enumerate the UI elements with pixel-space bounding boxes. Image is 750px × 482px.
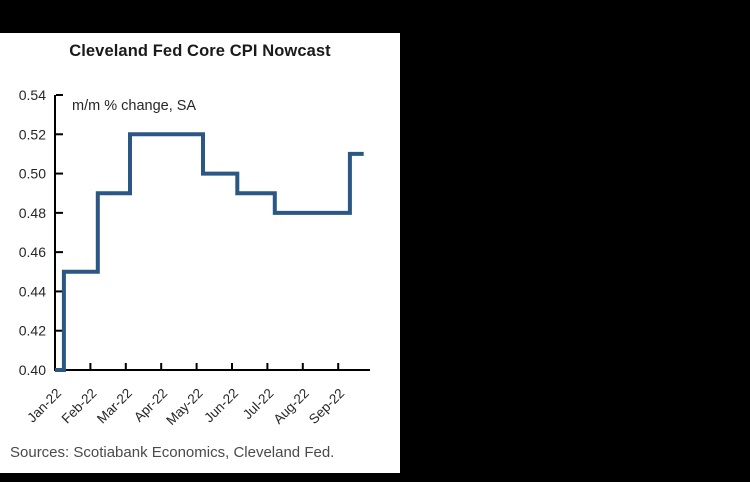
y-axis-tick-label: 0.46 xyxy=(19,244,46,260)
x-axis-tick-label: Sep-22 xyxy=(306,386,347,427)
chart-title: Cleveland Fed Core CPI Nowcast xyxy=(69,42,331,60)
x-axis-tick-label: Feb-22 xyxy=(59,386,100,427)
x-axis-tick-label: Jun-22 xyxy=(201,386,241,426)
chart-annotation: m/m % change, SA xyxy=(72,98,196,114)
nowcast-step-line xyxy=(55,132,364,372)
y-axis-tick-label: 0.44 xyxy=(19,283,46,299)
y-axis-tick-label: 0.48 xyxy=(19,205,46,221)
y-axis-tick-label: 0.54 xyxy=(19,87,46,103)
axis-lines xyxy=(54,95,370,371)
cpi-nowcast-chart: 0.54 0.52 0.50 0.48 0.46 0.44 0.42 0.40 Jan-22Fe… xyxy=(19,87,370,428)
y-axis-tick-label: 0.52 xyxy=(19,126,46,142)
chart-panel: 0.54 0.52 0.50 0.48 0.46 0.44 0.42 0.40 Jan-22 Fe… xyxy=(0,33,400,473)
x-axis-tick-label: May-22 xyxy=(163,386,205,428)
x-axis-tick-label: Jan-22 xyxy=(24,386,64,426)
x-axis-tick-label: Mar-22 xyxy=(94,386,135,427)
y-axis-tick-label: 0.50 xyxy=(19,166,46,182)
y-axis-tick-label: 0.40 xyxy=(19,362,46,378)
source-note: Sources: Scotiabank Economics, Cleveland… xyxy=(10,444,335,461)
chart-series-layer xyxy=(55,132,364,372)
y-axis-tick-label: 0.42 xyxy=(19,323,46,339)
x-axis-tick-label: Aug-22 xyxy=(271,386,312,427)
chart-axes-layer: 0.54 0.52 0.50 0.48 0.46 0.44 0.42 0.40 Jan-22Fe… xyxy=(19,87,370,428)
